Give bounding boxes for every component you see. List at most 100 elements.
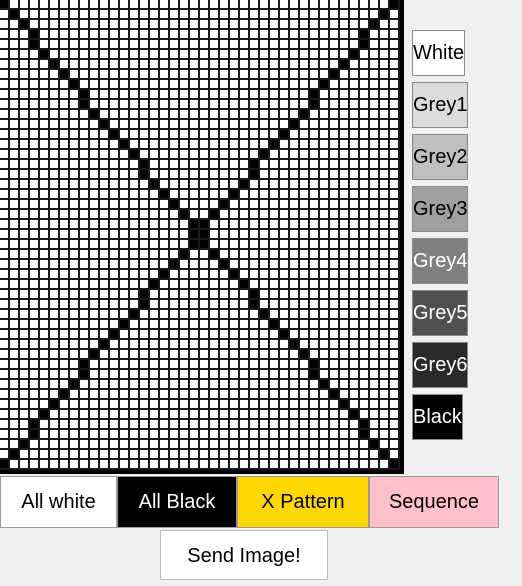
grid-cell[interactable] [160, 60, 170, 70]
grid-cell[interactable] [40, 100, 50, 110]
grid-cell[interactable] [170, 320, 180, 330]
grid-cell[interactable] [90, 190, 100, 200]
grid-cell[interactable] [100, 60, 110, 70]
grid-cell[interactable] [40, 290, 50, 300]
grid-cell[interactable] [290, 120, 300, 130]
grid-cell[interactable] [330, 370, 340, 380]
grid-cell[interactable] [80, 30, 90, 40]
grid-cell[interactable] [150, 150, 160, 160]
grid-cell[interactable] [220, 350, 230, 360]
grid-cell[interactable] [320, 10, 330, 20]
grid-cell[interactable] [230, 230, 240, 240]
grid-cell[interactable] [10, 260, 20, 270]
grid-cell[interactable] [360, 170, 370, 180]
grid-cell[interactable] [0, 60, 10, 70]
grid-cell[interactable] [220, 90, 230, 100]
grid-cell[interactable] [140, 150, 150, 160]
grid-cell[interactable] [350, 310, 360, 320]
grid-cell[interactable] [180, 0, 190, 10]
grid-cell[interactable] [330, 430, 340, 440]
grid-cell[interactable] [150, 290, 160, 300]
grid-cell[interactable] [340, 60, 350, 70]
grid-cell[interactable] [290, 340, 300, 350]
grid-cell[interactable] [0, 190, 10, 200]
grid-cell[interactable] [370, 430, 380, 440]
grid-cell[interactable] [0, 260, 10, 270]
grid-cell[interactable] [300, 140, 310, 150]
grid-cell[interactable] [300, 410, 310, 420]
grid-cell[interactable] [70, 320, 80, 330]
grid-cell[interactable] [220, 390, 230, 400]
grid-cell[interactable] [370, 70, 380, 80]
grid-cell[interactable] [260, 300, 270, 310]
grid-cell[interactable] [80, 290, 90, 300]
grid-cell[interactable] [390, 150, 400, 160]
grid-cell[interactable] [200, 30, 210, 40]
grid-cell[interactable] [370, 120, 380, 130]
grid-cell[interactable] [260, 90, 270, 100]
grid-cell[interactable] [60, 390, 70, 400]
grid-cell[interactable] [390, 90, 400, 100]
grid-cell[interactable] [70, 460, 80, 470]
grid-cell[interactable] [50, 160, 60, 170]
grid-cell[interactable] [200, 350, 210, 360]
grid-cell[interactable] [350, 120, 360, 130]
grid-cell[interactable] [170, 50, 180, 60]
grid-cell[interactable] [320, 300, 330, 310]
grid-cell[interactable] [100, 440, 110, 450]
grid-cell[interactable] [200, 230, 210, 240]
grid-cell[interactable] [270, 160, 280, 170]
grid-cell[interactable] [280, 270, 290, 280]
grid-cell[interactable] [270, 20, 280, 30]
grid-cell[interactable] [200, 0, 210, 10]
grid-cell[interactable] [260, 110, 270, 120]
grid-cell[interactable] [330, 220, 340, 230]
grid-cell[interactable] [140, 330, 150, 340]
grid-cell[interactable] [320, 110, 330, 120]
grid-cell[interactable] [150, 310, 160, 320]
grid-cell[interactable] [20, 200, 30, 210]
grid-cell[interactable] [210, 460, 220, 470]
grid-cell[interactable] [390, 120, 400, 130]
grid-cell[interactable] [170, 220, 180, 230]
grid-cell[interactable] [360, 200, 370, 210]
grid-cell[interactable] [30, 190, 40, 200]
grid-cell[interactable] [120, 450, 130, 460]
grid-cell[interactable] [80, 450, 90, 460]
grid-cell[interactable] [380, 280, 390, 290]
grid-cell[interactable] [130, 250, 140, 260]
grid-cell[interactable] [390, 60, 400, 70]
grid-cell[interactable] [250, 100, 260, 110]
grid-cell[interactable] [250, 150, 260, 160]
grid-cell[interactable] [300, 370, 310, 380]
grid-cell[interactable] [240, 170, 250, 180]
grid-cell[interactable] [10, 70, 20, 80]
grid-cell[interactable] [220, 290, 230, 300]
grid-cell[interactable] [290, 80, 300, 90]
grid-cell[interactable] [280, 380, 290, 390]
grid-cell[interactable] [170, 450, 180, 460]
grid-cell[interactable] [0, 340, 10, 350]
grid-cell[interactable] [140, 270, 150, 280]
grid-cell[interactable] [220, 170, 230, 180]
grid-cell[interactable] [20, 180, 30, 190]
grid-cell[interactable] [80, 170, 90, 180]
grid-cell[interactable] [170, 310, 180, 320]
grid-cell[interactable] [330, 10, 340, 20]
grid-cell[interactable] [180, 150, 190, 160]
grid-cell[interactable] [150, 450, 160, 460]
grid-cell[interactable] [360, 230, 370, 240]
grid-cell[interactable] [250, 370, 260, 380]
grid-cell[interactable] [330, 30, 340, 40]
grid-cell[interactable] [30, 110, 40, 120]
grid-cell[interactable] [370, 380, 380, 390]
grid-cell[interactable] [340, 250, 350, 260]
grid-cell[interactable] [250, 30, 260, 40]
grid-cell[interactable] [190, 450, 200, 460]
grid-cell[interactable] [330, 50, 340, 60]
grid-cell[interactable] [100, 370, 110, 380]
grid-cell[interactable] [40, 430, 50, 440]
grid-cell[interactable] [180, 410, 190, 420]
grid-cell[interactable] [340, 140, 350, 150]
grid-cell[interactable] [210, 340, 220, 350]
